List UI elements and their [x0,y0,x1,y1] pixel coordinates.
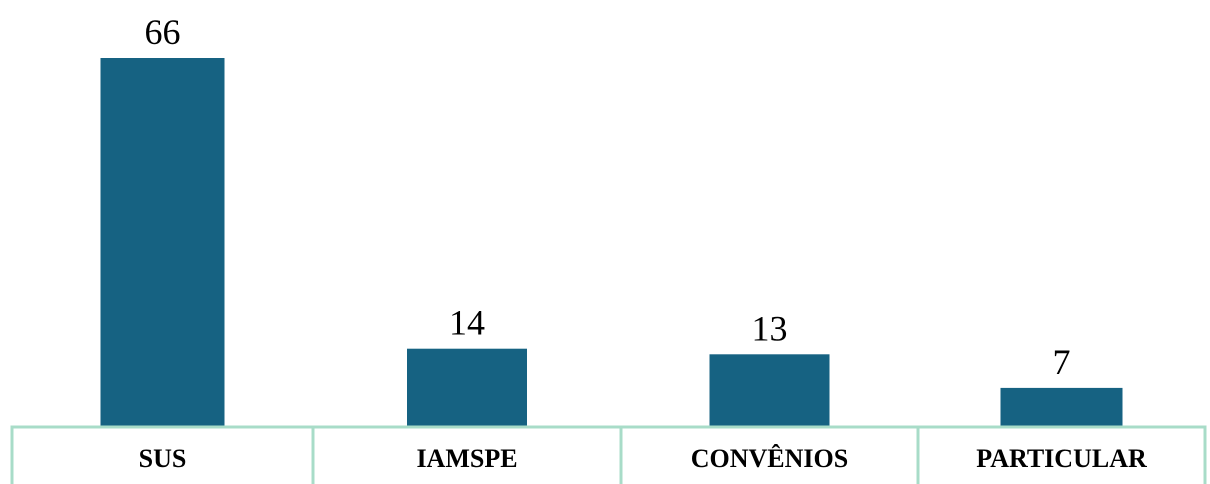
bar-sus [100,58,225,427]
category-table [10,425,1207,484]
category-label-particular: PARTICULAR [976,444,1147,473]
bar-particular [1000,387,1123,427]
bar-value-label: 7 [1053,342,1071,382]
bar-iamspe [407,348,527,427]
bars-layer [100,58,1123,427]
bar-value-label: 66 [145,12,181,52]
value-labels-layer: 66 14 13 7 [145,12,1071,382]
category-label-conv-nios: CONVÊNIOS [691,444,848,473]
bar-conv-nios [709,354,830,427]
bar-value-label: 14 [449,303,485,343]
category-label-sus: SUS [139,444,187,473]
category-labels-layer: SUS IAMSPE CONVÊNIOS PARTICULAR [139,444,1147,473]
category-label-iamspe: IAMSPE [416,444,517,473]
bar-value-label: 13 [752,308,788,348]
